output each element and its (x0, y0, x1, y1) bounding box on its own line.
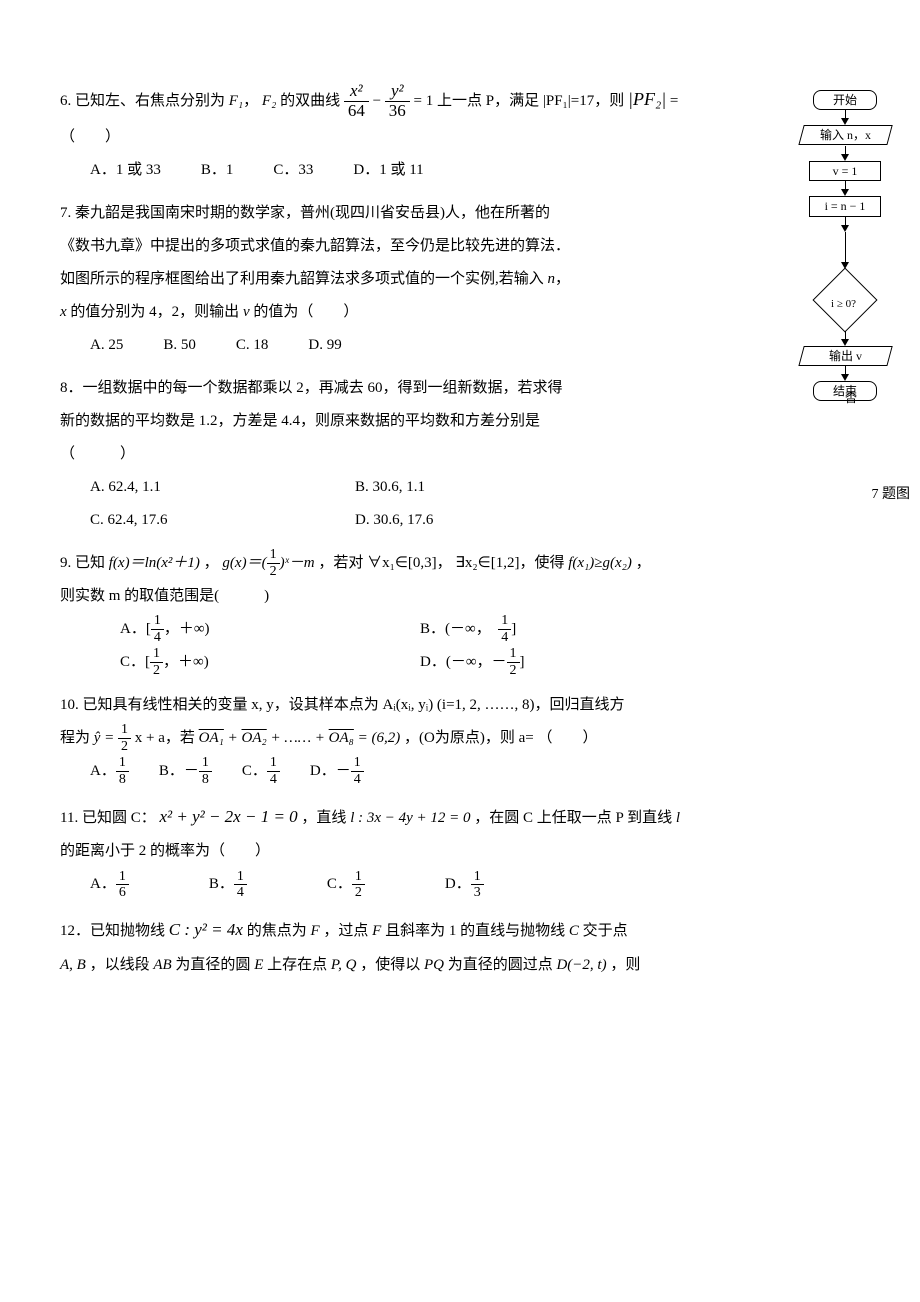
question-12: 12．已知抛物线 C : y² = 4x 的焦点为 F ，过点 F 且斜率为 1… (60, 911, 860, 981)
q8-optC: C. 62.4, 17.6 (90, 504, 355, 537)
q6-frac2: y²36 (385, 82, 410, 120)
q10-optD: D．－14 (310, 755, 364, 788)
q10-optA: A．18 (90, 755, 129, 788)
question-6: 6. 已知左、右焦点分别为 F₁， F₂ 的双曲线 x²64 − y²36 = … (60, 80, 860, 187)
q6-optA: A．1 或 33 (90, 154, 161, 187)
q9-optC: C．[12，＋∞) (120, 646, 420, 679)
q6-optD: D．1 或 11 (353, 154, 423, 187)
fc-output: 输出 v (798, 346, 892, 366)
q6-F2: F₂ (262, 93, 276, 109)
q11-optC: C．12 (327, 868, 365, 901)
q9-optB: B．(－∞， 14] (420, 613, 720, 646)
q6-F1: F₁ (229, 93, 243, 109)
q10-optC: C．14 (242, 755, 280, 788)
q7-optA: A. 25 (90, 329, 123, 362)
q8-optD: D. 30.6, 17.6 (355, 504, 620, 537)
q7-l2: 《数书九章》中提出的多项式求值的秦九韶算法，至今仍是比较先进的算法． (60, 230, 620, 263)
q8-l2: 新的数据的平均数是 1.2，方差是 4.4，则原来数据的平均数和方差分别是 (60, 405, 620, 438)
q9-fx: f(x)＝ln(x²＋1) (109, 555, 200, 571)
q6-optB: B．1 (201, 154, 234, 187)
q10-optB: B．－18 (159, 755, 212, 788)
question-11: 11. 已知圆 C： x² + y² − 2x − 1 = 0 ，直线 l : … (60, 798, 860, 901)
q7-optC: C. 18 (236, 329, 269, 362)
q6-text-c: 上一点 P，满足 |PF₁|=17，则 (437, 93, 624, 109)
q10-l2: 程为 ŷ = 12 x + a，若 OA₁ + OA₂ + …… + OA₈ =… (60, 722, 860, 755)
q6-pf2: |PF₂| (628, 89, 666, 109)
q9-optD: D．(－∞，－12] (420, 646, 720, 679)
q11-optA: A．16 (90, 868, 129, 901)
q9-l2: 则实数 m 的取值范围是( ) (60, 580, 860, 613)
q10-l1: 10. 已知具有线性相关的变量 x, y，设其样本点为 Aᵢ(xᵢ, yᵢ) (… (60, 689, 860, 722)
q8-l1: 8．一组数据中的每一个数据都乘以 2，再减去 60，得到一组新数据，若求得 (60, 372, 620, 405)
q6-optC: C．33 (273, 154, 313, 187)
question-8: 8．一组数据中的每一个数据都乘以 2，再减去 60，得到一组新数据，若求得 新的… (60, 372, 620, 537)
question-10: 10. 已知具有线性相关的变量 x, y，设其样本点为 Aᵢ(xᵢ, yᵢ) (… (60, 689, 860, 788)
q6-text-b: 的双曲线 (280, 93, 340, 109)
q9-options: A．[14，＋∞) C．[12，＋∞) B．(－∞， 14] D．(－∞，－12… (60, 613, 860, 679)
q7-l4: x 的值分别为 4，2，则输出 v 的值为（ ） (60, 296, 620, 329)
q6-frac1: x²64 (344, 82, 369, 120)
q8-blank: （ ） (60, 438, 620, 471)
question-7: 7. 秦九韶是我国南宋时期的数学家，普州(现四川省安岳县)人，他在所著的 《数书… (60, 197, 620, 362)
q7-optD: D. 99 (308, 329, 341, 362)
q9-optA: A．[14，＋∞) (120, 613, 420, 646)
q7-l1: 7. 秦九韶是我国南宋时期的数学家，普州(现四川省安岳县)人，他在所著的 (60, 197, 620, 230)
q6-options: A．1 或 33 B．1 C．33 D．1 或 11 (60, 154, 860, 187)
question-9: 9. 已知 f(x)＝ln(x²＋1) ， g(x)＝(12)ˣ－m ，若对 ∀… (60, 547, 860, 679)
q11-options: A．16 B．14 C．12 D．13 (60, 868, 860, 901)
fc-no: 否 (845, 385, 857, 411)
q11-optB: B．14 (209, 868, 247, 901)
q9-gx: g(x)＝(12)ˣ－m (222, 555, 318, 571)
q11-circle: x² + y² − 2x − 1 = 0 (159, 807, 297, 826)
q11-l2: 的距离小于 2 的概率为（ ） (60, 835, 860, 868)
q7-optB: B. 50 (163, 329, 196, 362)
fc-cond: i ≥ 0? (812, 267, 877, 332)
q10-options: A．18 B．－18 C．14 D．－14 (60, 755, 860, 788)
q8-optB: B. 30.6, 1.1 (355, 471, 620, 504)
q8-optA: A. 62.4, 1.1 (90, 471, 355, 504)
q6-text-a: 6. 已知左、右焦点分别为 (60, 93, 225, 109)
q11-optD: D．13 (445, 868, 484, 901)
fc-in1: i = n − 1 (809, 196, 881, 216)
q12-l2: A, B ，以线段 AB 为直径的圆 E 上存在点 P, Q ，使得以 PQ 为… (60, 949, 860, 982)
flowchart-caption: 7 题图 (872, 480, 911, 511)
q7-options: A. 25 B. 50 C. 18 D. 99 (60, 329, 620, 362)
q6-blank: （ ） (60, 121, 860, 154)
q7-l3: 如图所示的程序框图给出了利用秦九韶算法求多项式值的一个实例,若输入 n， (60, 263, 620, 296)
q12-parabola: C : y² = 4x (169, 920, 243, 939)
q8-options: A. 62.4, 1.1 C. 62.4, 17.6 B. 30.6, 1.1 … (60, 471, 620, 537)
q11-line: l : 3x − 4y + 12 = 0 (350, 810, 470, 826)
